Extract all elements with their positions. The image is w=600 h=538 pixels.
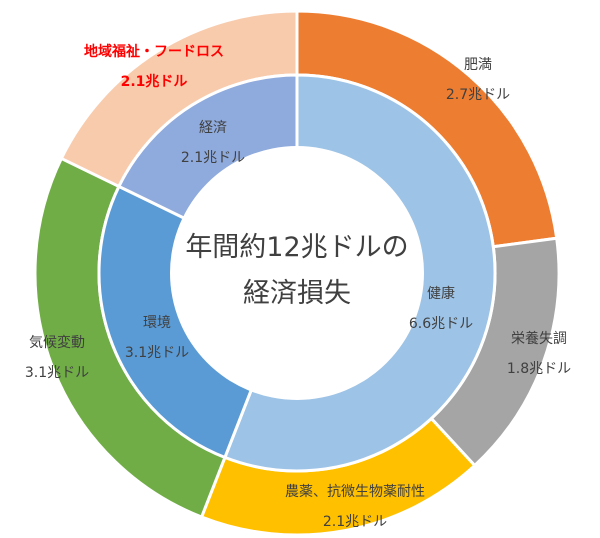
outer-label-value-climate: 3.1兆ドル: [25, 365, 89, 381]
center-title: 年間約12兆ドルの: [185, 232, 408, 263]
outer-label-name-malnutrition: 栄養失調: [511, 330, 567, 347]
outer-label-name-pesticides: 農薬、抗微生物薬耐性: [285, 484, 425, 500]
inner-label-value-economy: 2.1兆ドル: [181, 150, 245, 166]
outer-ring: [33, 9, 561, 537]
inner-ring: [97, 73, 497, 473]
outer-label-name-obesity: 肥満: [464, 57, 492, 73]
inner-label-name-environment: 環境: [143, 315, 171, 331]
inner-label-name-economy: 経済: [199, 120, 227, 136]
outer-label-value-obesity: 2.7兆ドル: [446, 87, 510, 103]
outer-label-value-malnutrition: 1.8兆ドル: [507, 361, 571, 377]
outer-label-name-food-loss: 地域福祉・フードロス: [84, 43, 224, 60]
outer-label-value-food-loss: 2.1兆ドル: [121, 74, 188, 90]
inner-label-value-health: 6.6兆ドル: [409, 316, 473, 332]
outer-label-name-climate: 気候変動: [29, 334, 85, 351]
inner-label-value-environment: 3.1兆ドル: [125, 345, 189, 361]
inner-label-name-health: 健康: [427, 285, 455, 302]
outer-label-value-pesticides: 2.1兆ドル: [323, 514, 387, 530]
center-hole: [170, 146, 424, 400]
center-subtitle: 経済損失: [243, 278, 351, 309]
